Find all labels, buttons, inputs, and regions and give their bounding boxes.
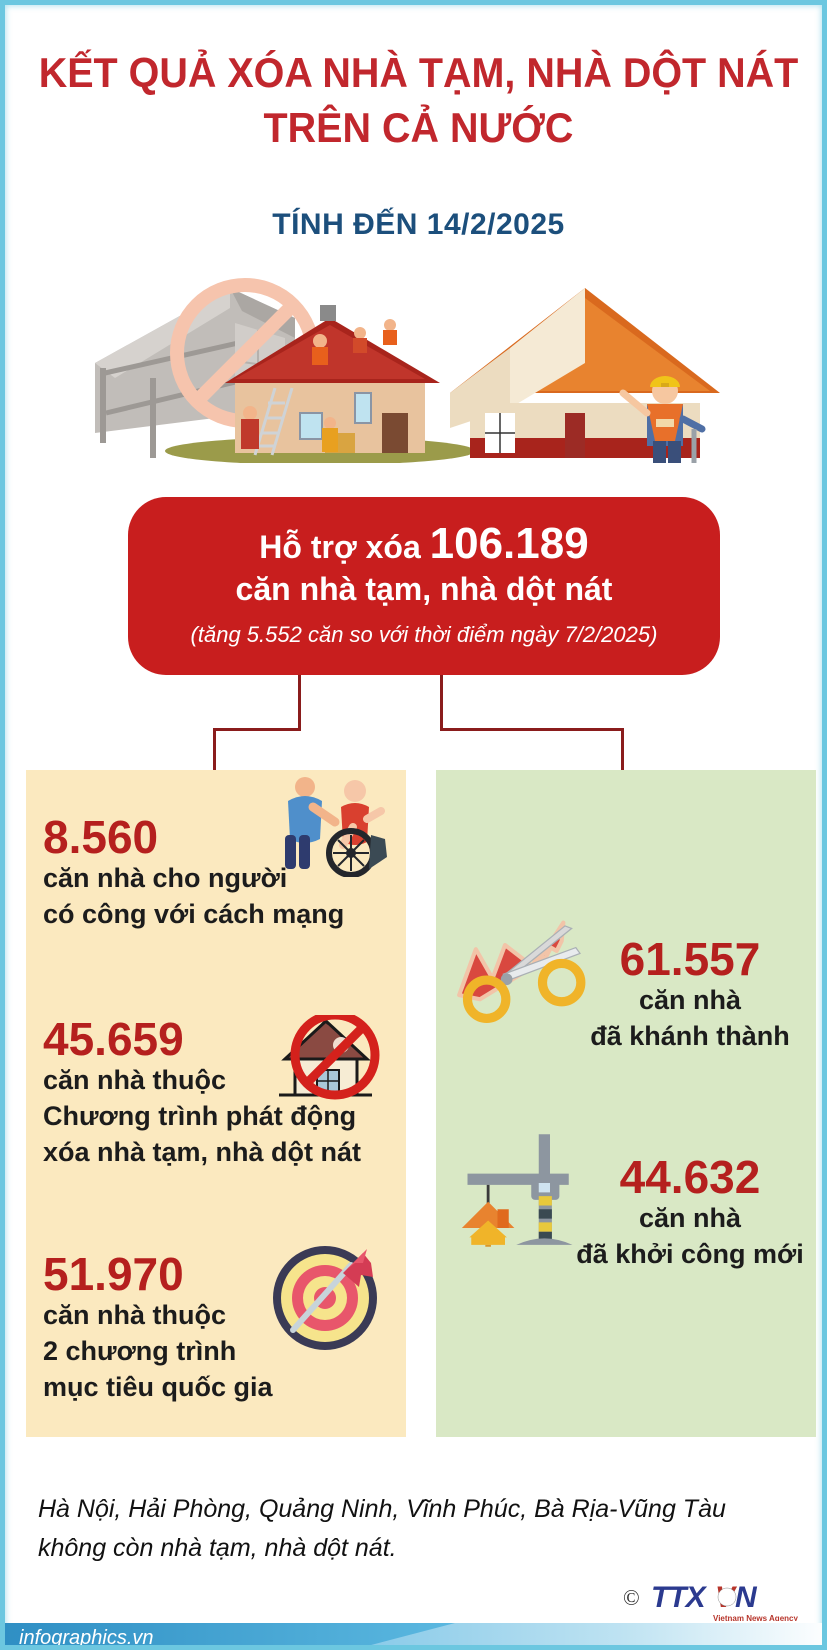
- svg-text:©: ©: [623, 1585, 640, 1610]
- svg-text:TTX: TTX: [651, 1581, 708, 1614]
- svg-text:Vietnam News Agency: Vietnam News Agency: [713, 1614, 798, 1621]
- svg-text:N: N: [735, 1581, 758, 1614]
